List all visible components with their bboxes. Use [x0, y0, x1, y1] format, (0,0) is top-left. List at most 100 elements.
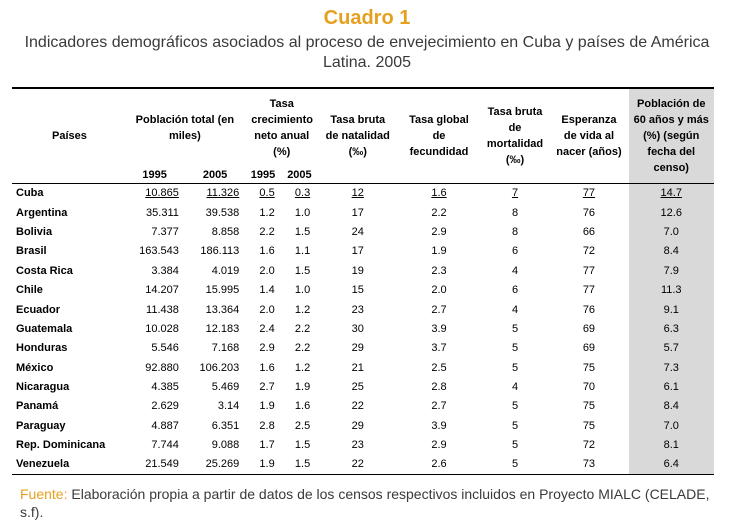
cell-text: 2.8	[259, 419, 275, 432]
cell-text: 72	[582, 439, 596, 452]
value-cell-nat: 23	[318, 436, 397, 455]
value-cell-g2005: 1.2	[281, 300, 319, 319]
value-cell-mort: 4	[481, 261, 550, 280]
cell-text: 11.3	[660, 284, 682, 297]
value-cell-pop2005: 3.14	[185, 397, 245, 416]
cell-text: 92.880	[145, 361, 179, 374]
value-cell-p60: 7.0	[628, 416, 714, 436]
value-cell-mort: 6	[481, 280, 550, 299]
cell-text: 30	[351, 322, 364, 335]
cell-text: Paraguay	[16, 419, 66, 432]
cell-text: 75	[582, 419, 596, 432]
cell-text: 77	[582, 187, 596, 200]
cell-text: 1.9	[259, 458, 275, 471]
value-cell-pop1995: 21.549	[124, 454, 185, 475]
country-cell: Brasil	[12, 242, 124, 261]
cell-text: 17	[351, 245, 364, 258]
source-label: Fuente:	[20, 486, 68, 502]
cell-text: 2.7	[259, 381, 275, 394]
value-cell-nat: 23	[318, 300, 397, 319]
value-cell-mort: 5	[481, 397, 550, 416]
cell-text: 1.5	[294, 439, 311, 452]
cell-text: Bolivia	[16, 225, 53, 238]
value-cell-fec: 3.9	[397, 416, 480, 435]
cell-text: 2.3	[431, 264, 447, 277]
cell-text: 3.384	[151, 264, 179, 277]
cell-text: 2.2	[259, 225, 275, 238]
value-cell-mort: 8	[481, 222, 550, 241]
value-cell-g1995: 2.2	[245, 222, 280, 241]
value-cell-esp: 77	[549, 261, 628, 280]
value-cell-fec: 2.3	[397, 261, 480, 280]
value-cell-fec: 2.9	[397, 436, 480, 455]
cell-text: Honduras	[16, 342, 68, 355]
country-cell: Bolivia	[12, 222, 124, 241]
value-cell-mort: 4	[481, 377, 550, 396]
cell-text: 1.4	[259, 284, 275, 297]
value-cell-pop1995: 35.311	[124, 203, 184, 222]
cell-text: Cuba	[16, 187, 44, 200]
value-cell-esp: 69	[549, 339, 628, 358]
value-cell-mort: 6	[481, 242, 550, 261]
header-natalidad: Tasa bruta de natalidad (‰)	[318, 87, 398, 184]
cell-text: 1.6	[294, 400, 311, 413]
header-poblacion-60: Población de 60 años y más (%) (según fe…	[628, 87, 714, 184]
cell-text: 14.207	[145, 284, 179, 297]
value-cell-nat: 29	[318, 416, 397, 435]
value-cell-p60: 12.6	[628, 202, 714, 223]
cell-text: 8	[511, 206, 519, 219]
table-row: Rep. Dominicana 7.744 9.088 1.7 1.5 23 2.9 5 72 8…	[12, 435, 714, 455]
value-cell-fec: 2.5	[397, 358, 480, 377]
header-poblacion: Población total (en miles)	[124, 87, 246, 167]
value-cell-mort: 5	[481, 319, 550, 338]
value-cell-p60: 8.1	[628, 435, 714, 455]
value-cell-pop2005: 12.183	[185, 319, 245, 338]
value-cell-esp: 75	[549, 397, 628, 416]
cell-text: Brasil	[16, 245, 47, 258]
table-row: Venezuela 21.549 25.269 1.9 1.5 22 2.6 5 73 6.4	[12, 454, 714, 475]
cell-text: 6.4	[663, 458, 679, 471]
value-cell-g1995: 1.2	[245, 203, 280, 222]
cell-text: 2.9	[431, 439, 447, 452]
value-cell-esp: 66	[549, 222, 628, 241]
value-cell-g1995: 2.9	[245, 339, 280, 358]
value-cell-pop1995: 14.207	[124, 280, 184, 299]
cell-text: 7.744	[151, 439, 179, 452]
country-cell: México	[12, 358, 124, 377]
country-cell: Venezuela	[12, 454, 125, 475]
cell-text: Argentina	[16, 206, 68, 219]
cell-text: 75	[582, 400, 596, 413]
cell-text: 14.7	[660, 187, 682, 200]
value-cell-p60: 8.4	[628, 241, 714, 262]
value-cell-fec: 3.9	[397, 319, 480, 338]
value-cell-g1995: 1.9	[245, 397, 280, 416]
header-year-2005: 2005	[184, 167, 246, 184]
value-cell-g1995: 1.9	[245, 454, 281, 475]
value-cell-mort: 5	[481, 416, 550, 435]
value-cell-p60: 9.1	[628, 299, 714, 320]
cell-text: 1.5	[294, 264, 311, 277]
value-cell-fec: 2.7	[397, 300, 480, 319]
cell-text: 8	[511, 225, 519, 238]
cell-text: 8.4	[663, 245, 679, 258]
value-cell-esp: 72	[549, 242, 628, 261]
value-cell-g1995: 1.7	[245, 436, 280, 455]
value-cell-mort: 5	[481, 358, 550, 377]
value-cell-mort: 4	[481, 300, 550, 319]
value-cell-pop1995: 7.377	[124, 222, 184, 241]
cell-text: 39.538	[205, 206, 240, 219]
table-row: Chile 14.207 15.995 1.4 1.0 15 2.0 6 77 11.3	[12, 280, 714, 300]
cell-text: 12.183	[205, 322, 240, 335]
country-cell: Honduras	[12, 339, 124, 358]
value-cell-fec: 1.6	[397, 184, 480, 203]
value-cell-g1995: 2.4	[245, 319, 280, 338]
table-subtitle: Indicadores demográficos asociados al pr…	[24, 34, 710, 71]
value-cell-pop2005: 11.326	[185, 184, 245, 203]
value-cell-nat: 17	[318, 203, 397, 222]
cell-text: 3.9	[431, 419, 447, 432]
header-esperanza: Esperanza de vida al nacer (años)	[549, 87, 629, 184]
table-row: Guatemala 10.028 12.183 2.4 2.2 30 3.9 5 69 6.3	[12, 319, 714, 339]
cell-text: 2.2	[294, 322, 311, 335]
cell-text: 17	[351, 206, 364, 219]
cell-text: 2.629	[151, 400, 179, 413]
